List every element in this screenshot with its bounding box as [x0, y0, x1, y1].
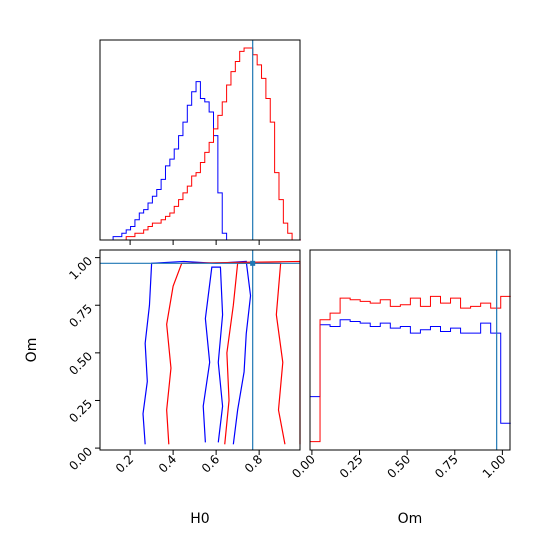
- panel-h0-marginal: [99, 39, 301, 245]
- om-x-ticks: 0.00 0.25 0.50 0.75 1.00: [289, 450, 509, 481]
- x-axis-label-om: Om: [398, 511, 423, 527]
- x-tick-label: 0.75: [432, 452, 461, 481]
- panel-frame-om: [309, 249, 511, 451]
- om-histogram-series-0: [309, 319, 511, 450]
- joint-contours: [142, 260, 301, 445]
- x-tick-label: 0.00: [289, 452, 318, 481]
- x-tick-label: 1.00: [480, 452, 509, 481]
- om-histogram-series-1: [309, 295, 511, 450]
- contour-series-1-level-1: [224, 262, 286, 445]
- om-histograms: [309, 295, 511, 450]
- x-tick-label: 0.8: [242, 452, 265, 475]
- y-tick-label: 0.50: [66, 349, 95, 378]
- h0-histograms: [100, 47, 301, 241]
- h0-histogram-series-1: [100, 47, 301, 241]
- joint-x-ticks: 0.2 0.4 0.6 0.8: [113, 450, 265, 476]
- panel-om-marginal: 0.00 0.25 0.50 0.75 1.00 Om: [289, 249, 511, 527]
- x-tick-label: 0.50: [384, 452, 413, 481]
- y-axis-label-om: Om: [24, 338, 40, 363]
- y-tick-label: 0.00: [66, 444, 95, 473]
- contour-series-0-level-0: [142, 260, 252, 445]
- y-tick-label: 1.00: [66, 254, 95, 283]
- contour-series-1-level-0: [166, 260, 301, 445]
- y-tick-label: 0.75: [66, 301, 95, 330]
- x-tick-label: 0.4: [156, 452, 179, 475]
- y-tick-label: 0.25: [66, 397, 95, 426]
- h0-marginal-ticks: [129, 240, 260, 245]
- panel-joint: 0.2 0.4 0.6 0.8 0.00 0.25 0.50 0.75 1.00 H0 Om: [24, 249, 301, 527]
- panel-frame-joint: [99, 249, 301, 451]
- x-tick-label: 0.6: [199, 452, 222, 475]
- panel-frame-h0: [99, 39, 301, 241]
- joint-y-ticks: 0.00 0.25 0.50 0.75 1.00: [66, 254, 100, 473]
- x-axis-label-h0: H0: [190, 511, 209, 527]
- x-tick-label: 0.25: [337, 452, 366, 481]
- x-tick-label: 0.2: [113, 452, 136, 475]
- truth-marker: [250, 260, 256, 266]
- contour-series-0-level-1: [202, 266, 224, 443]
